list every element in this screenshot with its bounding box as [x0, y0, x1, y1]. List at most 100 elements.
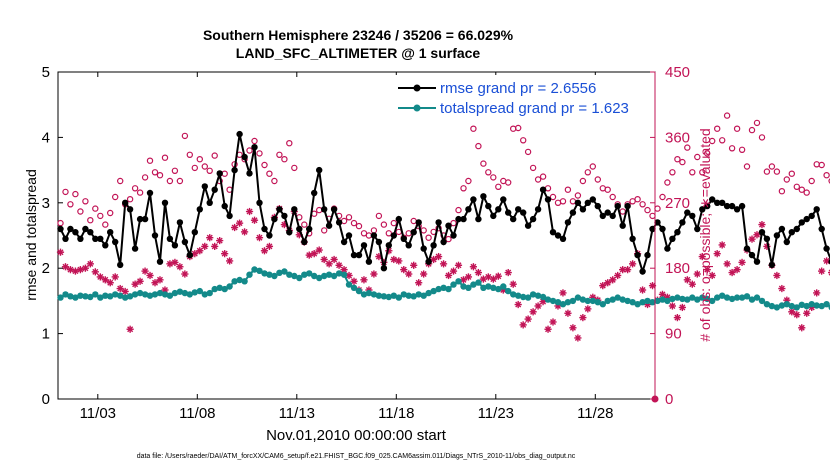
- obs-possible-point: [644, 206, 651, 214]
- obs-evaluated-point: [494, 272, 502, 280]
- obs-evaluated-point: [181, 270, 189, 278]
- rmse-point: [365, 258, 373, 265]
- obs-possible-point: [106, 209, 114, 217]
- rmse-point: [350, 251, 358, 259]
- totalspread-point: [231, 278, 238, 285]
- y-left-tick-label: 2: [42, 260, 50, 277]
- totalspread-point: [221, 285, 228, 293]
- rmse-point: [211, 186, 218, 193]
- totalspread-point: [430, 287, 437, 295]
- totalspread-point: [176, 288, 184, 295]
- totalspread-point: [569, 297, 577, 305]
- obs-evaluated-point: [544, 325, 552, 333]
- totalspread-point: [604, 297, 611, 305]
- obs-evaluated-point: [549, 318, 557, 326]
- rmse-point: [256, 199, 263, 206]
- totalspread-point: [450, 281, 457, 288]
- rmse-point: [420, 245, 427, 252]
- totalspread-point: [216, 284, 223, 291]
- rmse-point: [221, 202, 228, 210]
- rmse-point: [798, 219, 805, 226]
- obs-possible-point: [803, 189, 810, 196]
- rmse-point: [191, 229, 198, 236]
- rmse-point: [659, 225, 666, 233]
- rmse-point: [82, 225, 89, 233]
- rmse-point: [773, 232, 781, 239]
- obs-possible-point: [659, 193, 666, 201]
- obs-possible-point: [92, 205, 99, 212]
- obs-evaluated-point: [509, 280, 517, 288]
- rmse-point: [763, 235, 771, 242]
- totalspread-point: [246, 271, 253, 278]
- totalspread-point: [420, 292, 427, 299]
- rmse-point: [614, 202, 621, 210]
- totalspread-point: [674, 294, 681, 301]
- rmse-point: [748, 251, 756, 259]
- obs-possible-point: [380, 221, 388, 228]
- obs-possible-point: [529, 164, 537, 172]
- totalspread-point: [579, 296, 587, 303]
- totalspread-point: [117, 292, 124, 299]
- obs-possible-point: [813, 161, 820, 168]
- obs-possible-point: [485, 169, 492, 176]
- totalspread-point: [435, 285, 442, 293]
- obs-evaluated-point: [176, 263, 184, 271]
- rmse-point: [559, 235, 567, 242]
- totalspread-point: [808, 301, 815, 308]
- rmse-point: [589, 196, 596, 203]
- rmse-point: [117, 261, 124, 269]
- obs-possible-point: [714, 125, 721, 132]
- obs-possible-point: [634, 195, 641, 203]
- totalspread-point: [813, 302, 820, 309]
- obs-possible-point: [699, 169, 706, 176]
- rmse-point: [505, 209, 512, 216]
- totalspread-point: [126, 293, 134, 300]
- legend-spread-label: totalspread grand pr = 1.623: [440, 100, 629, 117]
- totalspread-point: [271, 272, 278, 280]
- totalspread-point: [460, 283, 467, 290]
- rmse-point: [57, 225, 64, 233]
- rmse-point: [788, 229, 795, 236]
- totalspread-point: [261, 270, 268, 277]
- obs-evaluated-point: [91, 268, 99, 276]
- totalspread-point: [564, 299, 572, 306]
- totalspread-point: [554, 299, 562, 306]
- y-right-tick-label: 180: [665, 260, 690, 277]
- totalspread-point: [405, 292, 412, 299]
- rmse-point: [719, 199, 726, 206]
- rmse-point: [241, 153, 248, 161]
- rmse-point: [524, 222, 532, 229]
- obs-possible-point: [773, 168, 781, 175]
- totalspread-point: [136, 289, 144, 297]
- y-right-tick-label: 0: [665, 391, 673, 408]
- rmse-point: [390, 232, 397, 239]
- obs-possible-point: [589, 163, 597, 170]
- obs-evaluated-point: [86, 260, 94, 268]
- rmse-point: [500, 196, 507, 203]
- obs-possible-point: [733, 125, 741, 132]
- totalspread-point: [87, 293, 94, 301]
- rmse-point: [644, 251, 651, 259]
- y-left-tick-label: 5: [42, 64, 50, 81]
- totalspread-point: [365, 289, 373, 297]
- totalspread-point: [559, 301, 567, 308]
- rmse-point: [465, 206, 472, 213]
- obs-possible-point: [116, 177, 124, 185]
- rmse-point: [728, 202, 736, 210]
- obs-evaluated-point: [201, 242, 209, 250]
- totalspread-point: [524, 294, 532, 301]
- rmse-point: [306, 225, 313, 233]
- totalspread-point: [385, 293, 392, 301]
- totalspread-point: [495, 285, 502, 293]
- totalspread-point: [699, 294, 706, 301]
- rmse-point: [102, 242, 109, 249]
- totalspread-point: [709, 297, 716, 305]
- totalspread-point: [236, 276, 243, 284]
- rmse-point: [803, 215, 810, 223]
- y-axis-left-label: rmse and totalspread: [23, 169, 39, 301]
- obs-possible-point: [738, 146, 746, 153]
- rmse-point: [480, 193, 487, 200]
- rmse-point: [529, 215, 537, 223]
- totalspread-point: [206, 289, 213, 297]
